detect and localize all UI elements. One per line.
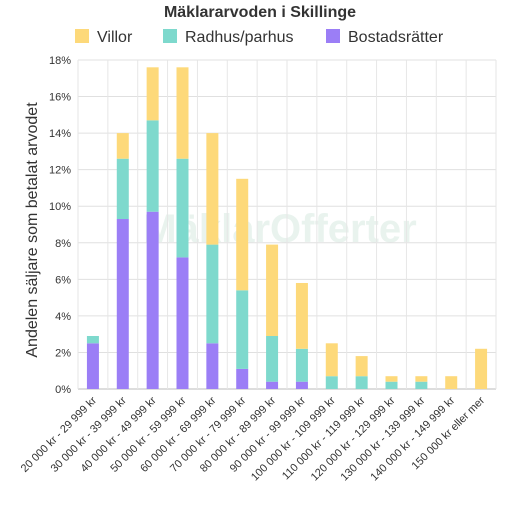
legend-label: Radhus/parhus: [185, 29, 294, 46]
bar-segment: [206, 343, 219, 389]
bar-segment: [116, 158, 129, 220]
legend-label: Bostadsrätter: [348, 29, 444, 46]
bar-segment: [206, 133, 219, 245]
y-tick-label: 18%: [49, 55, 71, 67]
bar-segment: [415, 376, 428, 382]
bar-segment: [266, 381, 279, 389]
y-tick-label: 16%: [49, 92, 71, 104]
y-tick-label: 2%: [55, 347, 71, 359]
bar-segment: [146, 67, 159, 121]
y-tick-label: 14%: [49, 128, 71, 140]
y-tick-label: 12%: [49, 165, 71, 177]
legend-swatch: [163, 29, 177, 43]
bar-segment: [325, 343, 338, 377]
y-axis-ticks: 0% 2% 4% 6% 8% 10% 12% 14% 16% 18%: [49, 55, 71, 396]
bar-segment: [116, 219, 129, 389]
bar-segment: [116, 133, 129, 159]
bar-segment: [86, 335, 99, 344]
bar-segment: [146, 211, 159, 389]
bar-segment: [355, 376, 368, 389]
bar-segment: [385, 381, 398, 389]
bars: [86, 67, 488, 389]
legend-label: Villor: [97, 29, 133, 46]
legend-swatch: [326, 29, 340, 43]
y-tick-label: 4%: [55, 311, 71, 323]
y-axis-label: Andelen säljare som betalat arvodet: [24, 102, 41, 358]
bar-segment: [266, 244, 279, 336]
legend-swatch: [75, 29, 89, 43]
bar-segment: [295, 348, 308, 382]
legend: Villor Radhus/parhus Bostadsrätter: [75, 29, 444, 46]
bar-segment: [385, 376, 398, 382]
bar-segment: [236, 178, 249, 291]
bar-segment: [266, 335, 279, 382]
bar-segment: [295, 282, 308, 349]
bar-segment: [415, 381, 428, 389]
bar-segment: [176, 257, 189, 389]
bar-segment: [176, 67, 189, 159]
chart-title: Mäklararvoden i Skillinge: [164, 4, 356, 21]
bar-segment: [475, 348, 488, 389]
gridlines: [77, 59, 497, 390]
bar-segment: [86, 343, 99, 389]
y-tick-label: 10%: [49, 201, 71, 213]
y-tick-label: 8%: [55, 238, 71, 250]
y-tick-label: 0%: [55, 384, 71, 396]
watermark: MäklarOfferter: [143, 207, 416, 251]
bar-segment: [355, 356, 368, 377]
bar-segment: [295, 381, 308, 389]
bar-segment: [445, 376, 458, 389]
bar-segment: [206, 244, 219, 344]
bar-segment: [325, 376, 338, 389]
bar-segment: [176, 158, 189, 258]
bar-segment: [146, 120, 159, 212]
y-tick-label: 6%: [55, 274, 71, 286]
bar-segment: [236, 290, 249, 369]
bar-segment: [236, 368, 249, 389]
